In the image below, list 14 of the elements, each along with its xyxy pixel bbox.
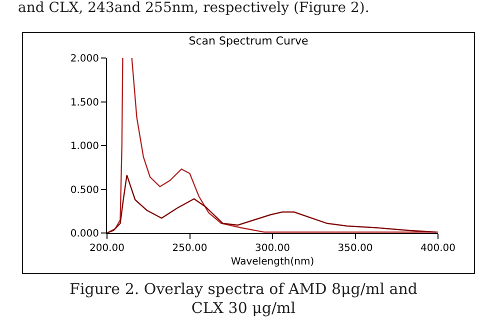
x-tick-label: 300.00: [255, 243, 290, 254]
caption: Figure 2. Overlay spectra of AMD 8μg/ml and CLX 30 μg/ml: [68, 280, 418, 318]
x-tick-label: 200.00: [90, 243, 124, 254]
x-tick-label: 250.00: [172, 243, 208, 254]
x-axis-title: Wavelength(nm): [230, 256, 314, 268]
y-tick-label: 0.500: [70, 184, 99, 196]
y-tick-label: 1.000: [70, 141, 99, 152]
y-tick-label: 1.500: [70, 97, 99, 108]
chart-title: Scan Spectrum Curve: [188, 34, 308, 48]
y-tick-label: 0.000: [70, 228, 99, 240]
x-tick-label: 350.00: [338, 243, 373, 254]
y-tick-label: 2.000: [70, 54, 99, 64]
x-tick-label: 400.00: [420, 243, 456, 254]
text: and CLX, 243and 255nm, respectively (Figure 2).: [18, 0, 370, 16]
